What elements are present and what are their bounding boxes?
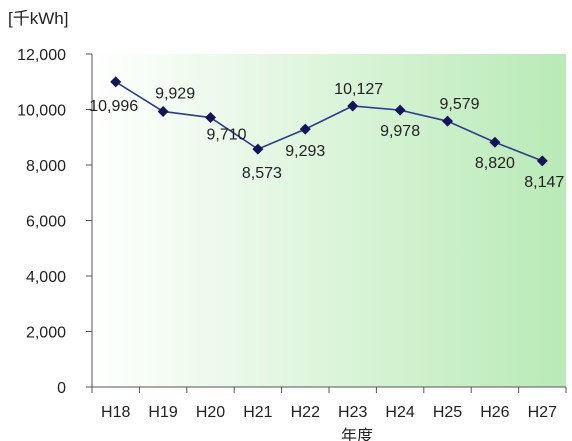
data-label: 9,978 — [380, 123, 420, 140]
y-tick-label: 4,000 — [26, 269, 66, 286]
x-tick-label: H21 — [243, 404, 272, 421]
data-point — [110, 76, 122, 88]
data-point — [347, 100, 359, 112]
x-tick-label: H18 — [101, 404, 130, 421]
y-tick-label: 10,000 — [17, 103, 66, 120]
data-point — [252, 143, 264, 155]
data-point — [394, 104, 406, 116]
data-label: 10,127 — [334, 81, 383, 98]
x-tick-label: H20 — [196, 404, 225, 421]
x-tick-label: H23 — [338, 404, 367, 421]
data-point — [205, 112, 216, 124]
y-tick-label: 2,000 — [26, 325, 66, 342]
y-tick-label: 12,000 — [17, 47, 66, 64]
y-unit-label: [千kWh] — [8, 9, 69, 28]
data-label: 8,147 — [524, 174, 564, 191]
data-label: 9,710 — [206, 127, 246, 144]
x-tick-label: H19 — [148, 404, 177, 421]
x-tick-label: H25 — [433, 404, 462, 421]
y-tick-label: 6,000 — [26, 214, 66, 231]
data-point — [299, 123, 311, 135]
data-label: 9,293 — [285, 143, 325, 160]
data-point — [157, 105, 169, 117]
x-tick-label: H27 — [528, 404, 557, 421]
data-point — [536, 155, 548, 167]
plot-area — [92, 54, 566, 387]
data-label: 10,996 — [89, 98, 138, 115]
data-point — [489, 136, 501, 148]
y-tick-label: 0 — [57, 380, 66, 397]
data-label: 9,929 — [155, 85, 195, 102]
y-tick-label: 8,000 — [26, 158, 66, 175]
data-point — [442, 115, 453, 127]
data-label: 9,579 — [439, 96, 479, 113]
x-tick-label: H22 — [291, 404, 320, 421]
data-label: 8,573 — [242, 165, 282, 182]
x-tick-label: H26 — [480, 404, 509, 421]
x-tick-label: H24 — [385, 404, 414, 421]
data-label: 8,820 — [475, 155, 515, 172]
x-axis-title: 年度 — [341, 427, 373, 441]
series-line — [115, 81, 543, 162]
